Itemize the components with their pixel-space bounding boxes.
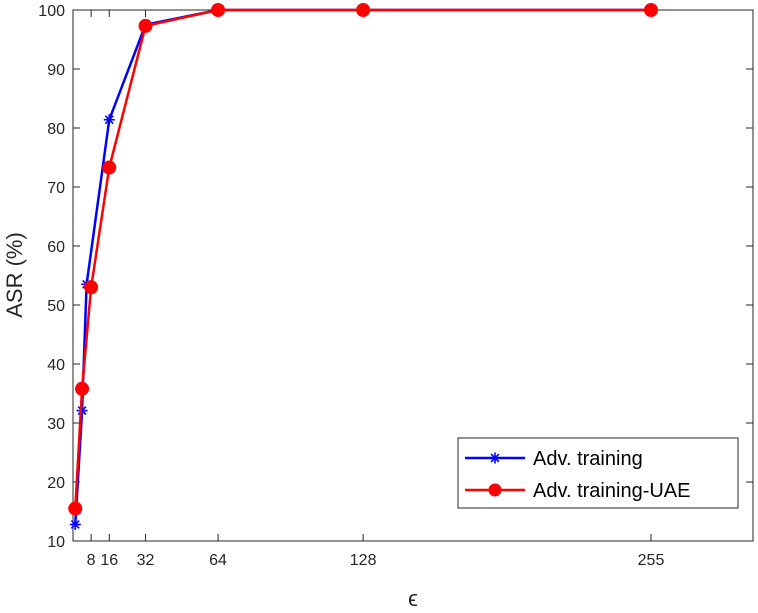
series-2	[68, 3, 658, 516]
data-point	[69, 518, 81, 530]
x-tick-label: 16	[100, 552, 118, 569]
y-tick-label: 70	[47, 180, 65, 197]
legend-entry: Adv. training	[465, 448, 643, 470]
y-axis-ticks: 10 20 30 40 50 60 70 80 90 100	[38, 3, 753, 551]
series-layer	[68, 3, 658, 530]
x-tick-label: 64	[209, 552, 227, 569]
legend-marker	[489, 452, 501, 464]
data-point	[211, 3, 226, 17]
y-tick-label: 90	[47, 62, 65, 79]
y-tick-label: 20	[47, 475, 65, 492]
y-tick-label: 10	[47, 534, 65, 551]
data-point	[75, 381, 90, 396]
legend-label: Adv. training	[533, 448, 643, 470]
data-point	[356, 3, 371, 17]
legend-marker	[488, 483, 502, 497]
y-tick-label: 50	[47, 298, 65, 315]
data-point	[68, 501, 83, 516]
x-tick-label: 128	[350, 552, 377, 569]
x-tick-label: 255	[638, 552, 665, 569]
data-point	[138, 18, 153, 33]
data-point	[644, 3, 658, 17]
legend-box	[457, 437, 739, 509]
y-tick-label: 100	[38, 3, 65, 20]
x-tick-label: 8	[87, 552, 96, 569]
data-point	[84, 280, 99, 295]
y-tick-label: 60	[47, 239, 65, 256]
y-axis-label: ASR (%)	[2, 232, 27, 318]
legend-label: Adv. training-UAE	[533, 480, 690, 502]
legend: Adv. training Adv. training-UAE	[457, 437, 739, 509]
data-point	[103, 114, 115, 126]
series-line	[74, 8, 651, 509]
y-tick-label: 30	[47, 416, 65, 433]
y-tick-label: 40	[47, 357, 65, 374]
y-tick-label: 80	[47, 121, 65, 138]
x-axis-ticks: 8 16 32 64 128 255	[87, 10, 665, 569]
legend-entry: Adv. training-UAE	[465, 480, 690, 502]
x-tick-label: 32	[137, 552, 155, 569]
x-axis-label: ϵ	[408, 586, 418, 611]
data-point	[102, 160, 117, 175]
